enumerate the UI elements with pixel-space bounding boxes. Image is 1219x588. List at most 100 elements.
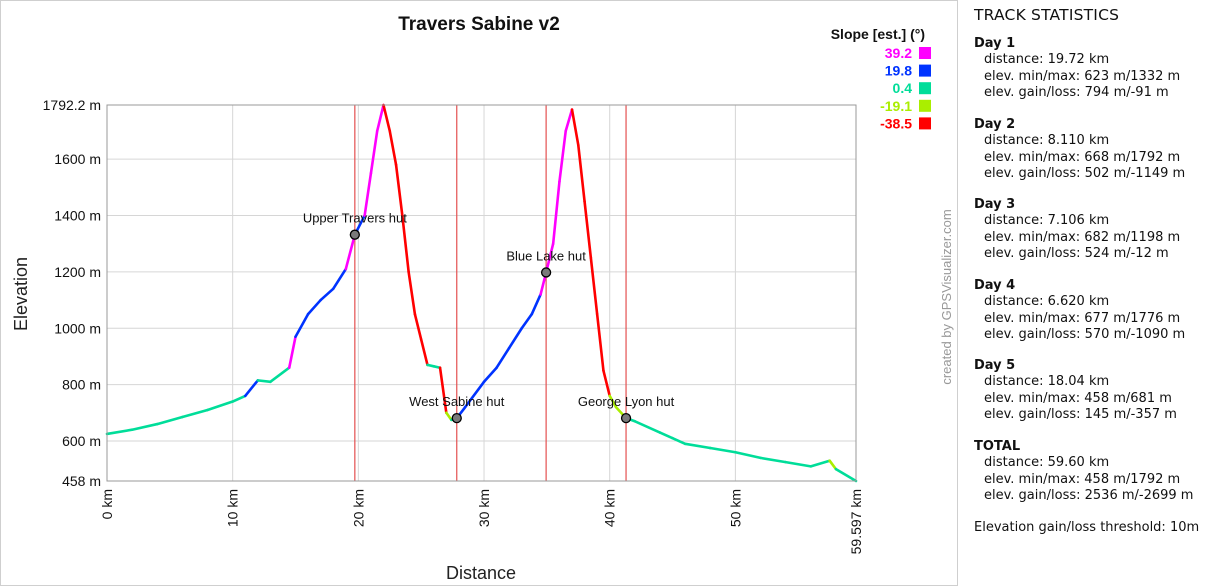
plot-background	[107, 105, 856, 481]
profile-segment	[413, 312, 423, 341]
day-elev-minmax: elev. min/max: 677 m/1776 m	[984, 310, 1181, 326]
slope-legend: Slope [est.] (°) 39.2 19.80.4 -19.1-38.5	[831, 26, 931, 131]
y-tick-label: 1200 m	[54, 264, 101, 280]
profile-segment	[834, 467, 858, 483]
x-tick-label: 30 km	[476, 489, 492, 527]
x-axis-label: Distance	[446, 563, 516, 583]
profile-segment	[734, 450, 762, 460]
y-tick-label: 458 m	[62, 473, 101, 489]
track-statistics-panel: TRACK STATISTICS Day 1 distance: 19.72 k…	[962, 0, 1219, 588]
profile-segment	[809, 459, 831, 468]
day-distance: distance: 7.106 km	[984, 213, 1110, 228]
waypoint-label: Blue Lake hut	[506, 248, 586, 263]
slope-legend-title: Slope [est.] (°)	[831, 26, 925, 42]
profile-segment	[105, 428, 134, 436]
profile-segment	[206, 400, 234, 412]
plot-frame	[106, 104, 857, 482]
profile-segment	[595, 312, 605, 372]
profile-segment	[564, 108, 574, 133]
elevation-profile-chart: Upper Travers hut West Sabine hut Blue Lak…	[11, 14, 954, 583]
profile-segment	[708, 446, 737, 454]
profile-segment	[583, 200, 593, 260]
y-tick-label: 600 m	[62, 433, 101, 449]
elevation-profile-line	[105, 103, 858, 483]
day-elev-minmax: elev. min/max: 623 m/1332 m	[984, 68, 1181, 84]
profile-segment	[369, 129, 379, 175]
day-elev-minmax: elev. min/max: 682 m/1198 m	[984, 229, 1181, 245]
waypoint-markers: Upper Travers hut West Sabine hut Blue Lak…	[303, 211, 675, 424]
profile-segment	[633, 419, 662, 434]
slope-legend-swatch	[919, 117, 931, 130]
day-elev-minmax: elev. min/max: 668 m/1792 m	[984, 149, 1181, 165]
x-tick-label: 10 km	[225, 489, 241, 527]
waypoint-marker	[540, 267, 552, 278]
profile-segment	[130, 422, 159, 432]
day-elev-gainloss: elev. gain/loss: 145 m/-357 m	[984, 407, 1177, 422]
day-distance: distance: 19.72 km	[984, 52, 1110, 67]
y-axis-tick-labels: 458 m 600 m 800 m 1000 m 1200 m 1400 m 1600 m 1…	[43, 97, 101, 489]
profile-segment	[495, 346, 511, 370]
day-name: TOTAL	[974, 439, 1021, 454]
profile-segment	[445, 411, 453, 422]
day-elev-minmax: elev. min/max: 458 m/1792 m	[984, 471, 1181, 487]
slope-legend-label: -19.1	[880, 98, 912, 114]
profile-segment	[231, 394, 247, 403]
slope-legend-swatch	[919, 99, 931, 112]
profile-segment	[287, 335, 297, 370]
profile-segment	[256, 379, 272, 384]
day-name: Day 1	[974, 36, 1016, 51]
profile-segment	[344, 233, 357, 271]
profile-segment	[363, 171, 373, 217]
waypoint-marker	[349, 229, 360, 240]
slope-legend-label: 39.2	[885, 45, 912, 61]
profile-segment	[759, 456, 787, 464]
waypoint-label: Upper Travers hut	[303, 211, 407, 226]
profile-segment	[507, 326, 524, 350]
profile-segment	[608, 394, 618, 409]
waypoint-marker	[620, 413, 632, 424]
day-name: Day 4	[974, 278, 1016, 293]
elevation-chart-panel: Upper Travers hut West Sabine hut Blue Lak…	[0, 0, 958, 586]
y-tick-label: 1600 m	[54, 151, 101, 167]
y-tick-label: 1792.2 m	[43, 97, 101, 113]
y-tick-label: 1000 m	[54, 320, 101, 336]
waypoint-label: George Lyon hut	[578, 394, 675, 409]
x-tick-label: 50 km	[727, 489, 743, 527]
watermark-text: created by GPSVisualizer.com	[939, 209, 954, 384]
profile-segment	[382, 103, 392, 133]
profile-segment	[394, 163, 404, 217]
slope-legend-label: 19.8	[885, 63, 912, 79]
profile-segment	[375, 103, 385, 133]
profile-segment	[576, 143, 586, 203]
y-tick-label: 800 m	[62, 377, 101, 393]
stats-day-4: Day 4 distance: 6.620 km elev. min/max: …	[974, 277, 1185, 344]
profile-segment	[570, 108, 580, 147]
profile-segment	[520, 312, 534, 330]
profile-segment	[331, 267, 348, 291]
slope-legend-swatch	[919, 64, 931, 77]
day-distance: distance: 6.620 km	[984, 294, 1110, 309]
profile-segment	[401, 214, 410, 274]
day-elev-gainloss: elev. gain/loss: 570 m/-1090 m	[984, 327, 1186, 342]
profile-segment	[784, 460, 813, 468]
profile-segment	[269, 366, 291, 384]
profile-segment	[683, 442, 712, 450]
day-distance: distance: 8.110 km	[984, 133, 1110, 148]
slope-legend-label: -38.5	[880, 115, 912, 131]
profile-segment	[306, 298, 322, 316]
waypoint-marker	[451, 413, 462, 424]
profile-segment	[155, 415, 184, 426]
stats-day-1: Day 1 distance: 19.72 km elev. min/max: …	[974, 35, 1180, 102]
profile-segment	[658, 431, 674, 440]
profile-segment	[419, 338, 429, 367]
stats-day-5: Day 5 distance: 18.04 km elev. min/max: …	[974, 357, 1177, 424]
profile-segment	[463, 380, 486, 409]
day-distance: distance: 18.04 km	[984, 374, 1110, 389]
profile-segment	[319, 287, 335, 302]
x-tick-label: 20 km	[350, 489, 366, 527]
chart-title: Travers Sabine v2	[398, 14, 560, 35]
x-tick-label: 59.597 km	[848, 489, 864, 554]
profile-segment	[294, 312, 310, 339]
gain-loss-threshold: Elevation gain/loss threshold: 10m	[974, 520, 1200, 535]
y-axis-label: Elevation	[11, 257, 31, 331]
